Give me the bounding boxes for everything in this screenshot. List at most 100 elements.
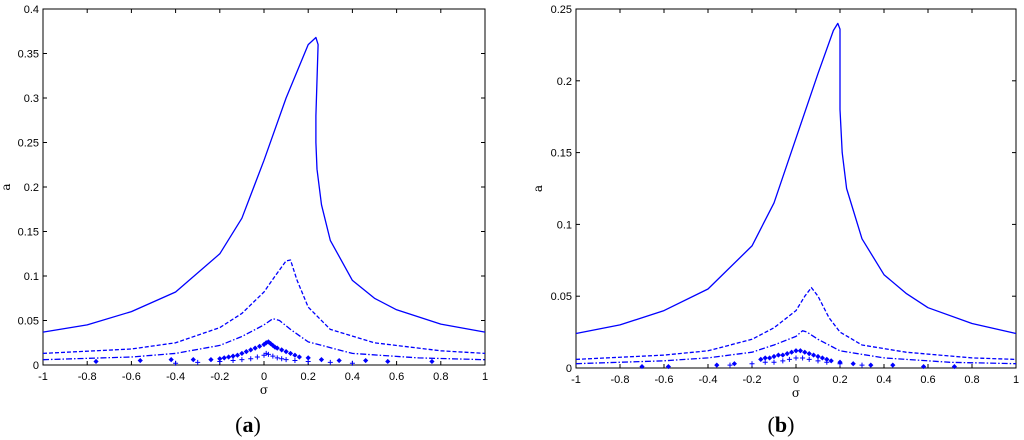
diamond-marker (811, 352, 817, 358)
plus-marker (279, 356, 285, 362)
diamond-marker (137, 357, 143, 364)
diamond-marker (429, 358, 435, 365)
plus-marker (254, 354, 260, 360)
series-solid-line (575, 22, 1017, 335)
diamond-marker (771, 353, 777, 360)
x-tick-label: -1 (571, 374, 581, 386)
series-solid-line (42, 36, 486, 333)
y-tick-label: 0.15 (18, 227, 39, 239)
diamond-marker (921, 363, 927, 370)
diamond-marker (665, 363, 671, 370)
y-tick-label: 0.35 (18, 49, 39, 61)
y-tick-label: 0.1 (24, 271, 39, 283)
diamond-marker (828, 358, 834, 364)
plus-marker (239, 357, 245, 363)
plus-marker (292, 358, 298, 364)
plus-marker (305, 358, 311, 364)
y-tick-label: 0.1 (557, 219, 572, 231)
x-tick-label: 0.8 (964, 374, 979, 386)
series-dashdot-line (42, 318, 486, 361)
x-tick-label: 1 (1013, 374, 1019, 386)
plus-marker (771, 359, 777, 365)
diamond-marker (762, 355, 768, 361)
plus-marker (349, 360, 355, 366)
diamond-marker (93, 358, 99, 365)
series-dashed-line (42, 259, 486, 355)
x-axis-label: σ (260, 383, 268, 397)
plus-marker (270, 353, 276, 359)
x-axis-label: σ (792, 386, 800, 400)
x-tick-label: -0.2 (210, 371, 229, 383)
diamond-marker (234, 352, 241, 358)
plot-frame (575, 8, 1017, 369)
plus-marker (173, 360, 179, 366)
plus-marker (762, 359, 768, 365)
plus-marker (859, 362, 865, 368)
y-tick-label: 0 (33, 360, 39, 372)
diamond-marker (789, 349, 795, 355)
diamond-marker (221, 355, 227, 361)
diamond-marker (168, 357, 174, 363)
diamond-marker (806, 351, 812, 357)
diamond-marker (824, 356, 830, 362)
diamond-marker (868, 362, 874, 368)
plus-marker (327, 359, 333, 365)
y-tick-label: 0.25 (551, 4, 572, 16)
plot-frame (42, 8, 486, 366)
diamond-marker (256, 343, 263, 349)
x-tick-label: -0.6 (122, 371, 141, 383)
y-tick-label: 0.05 (18, 316, 39, 328)
diamond-marker (802, 349, 808, 355)
diamond-marker (274, 345, 280, 351)
plus-marker (274, 355, 280, 361)
diamond-marker (758, 356, 764, 362)
x-tick-label: -0.8 (78, 371, 97, 383)
plus-marker (800, 355, 806, 361)
y-axis-label: a (531, 185, 545, 192)
x-tick-label: 0.2 (832, 374, 847, 386)
plus-marker (263, 350, 269, 356)
diamond-marker (239, 350, 245, 357)
plus-marker (793, 355, 799, 361)
x-tick-label: 0.4 (876, 374, 891, 386)
y-tick-label: 0.15 (551, 148, 572, 160)
y-axis-label: a (0, 183, 13, 190)
plus-marker (806, 356, 812, 362)
diamond-marker (296, 354, 302, 360)
x-tick-label: 0.4 (345, 371, 360, 383)
diamond-marker (639, 363, 645, 370)
diamond-marker (731, 361, 737, 367)
diamond-marker (287, 350, 294, 357)
diamond-marker (270, 342, 276, 349)
series-dashdot-line (575, 330, 1017, 365)
diamond-marker (714, 362, 720, 368)
diamond-marker (217, 356, 223, 362)
diamond-marker (226, 354, 232, 360)
y-tick-label: 0.4 (24, 4, 39, 16)
x-tick-label: 1 (482, 371, 488, 383)
diamond-marker (279, 347, 285, 353)
y-tick-label: 0.2 (557, 76, 572, 88)
x-tick-label: 0.6 (920, 374, 935, 386)
diamond-marker (305, 355, 311, 361)
diamond-marker (190, 357, 196, 363)
diamond-marker (775, 352, 781, 358)
diamond-marker (252, 345, 258, 351)
diamond-marker (243, 349, 249, 355)
diamond-marker (292, 352, 298, 358)
diamond-marker (767, 355, 773, 361)
panel-label: (b) (768, 412, 795, 437)
y-tick-label: 0 (566, 363, 572, 375)
diamond-marker (248, 347, 254, 353)
plus-marker (283, 357, 289, 363)
y-tick-label: 0.2 (24, 182, 39, 194)
diamond-marker (890, 362, 896, 368)
plus-marker (217, 358, 223, 364)
x-tick-label: 0.6 (389, 371, 404, 383)
y-tick-label: 0.05 (551, 291, 572, 303)
diamond-marker (363, 357, 369, 364)
diamond-marker (797, 348, 803, 354)
plus-marker (786, 356, 792, 362)
diamond-marker (951, 363, 957, 370)
